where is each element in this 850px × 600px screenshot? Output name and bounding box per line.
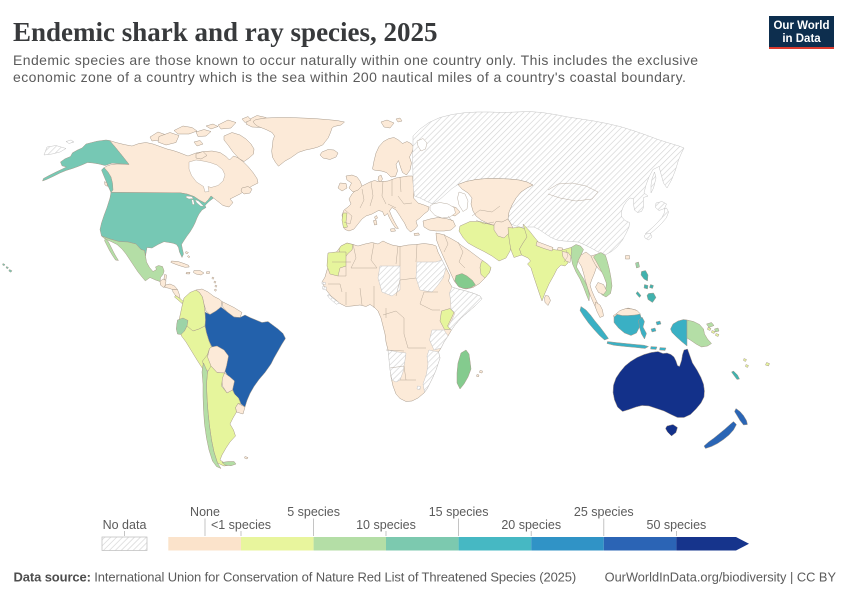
svg-text:15 species: 15 species xyxy=(429,505,489,519)
svg-text:<1 species: <1 species xyxy=(211,518,271,532)
svg-text:OurWorldInData.org/biodiversit: OurWorldInData.org/biodiversity | CC BY xyxy=(605,570,837,585)
svg-text:5 species: 5 species xyxy=(287,505,340,519)
svg-text:25 species: 25 species xyxy=(574,505,634,519)
svg-text:Data source: International Uni: Data source: International Union for Con… xyxy=(14,570,577,585)
svg-text:50 species: 50 species xyxy=(647,518,707,532)
svg-text:20 species: 20 species xyxy=(501,518,561,532)
svg-text:10 species: 10 species xyxy=(356,518,416,532)
svg-text:None: None xyxy=(190,505,220,519)
svg-text:No data: No data xyxy=(103,518,147,532)
